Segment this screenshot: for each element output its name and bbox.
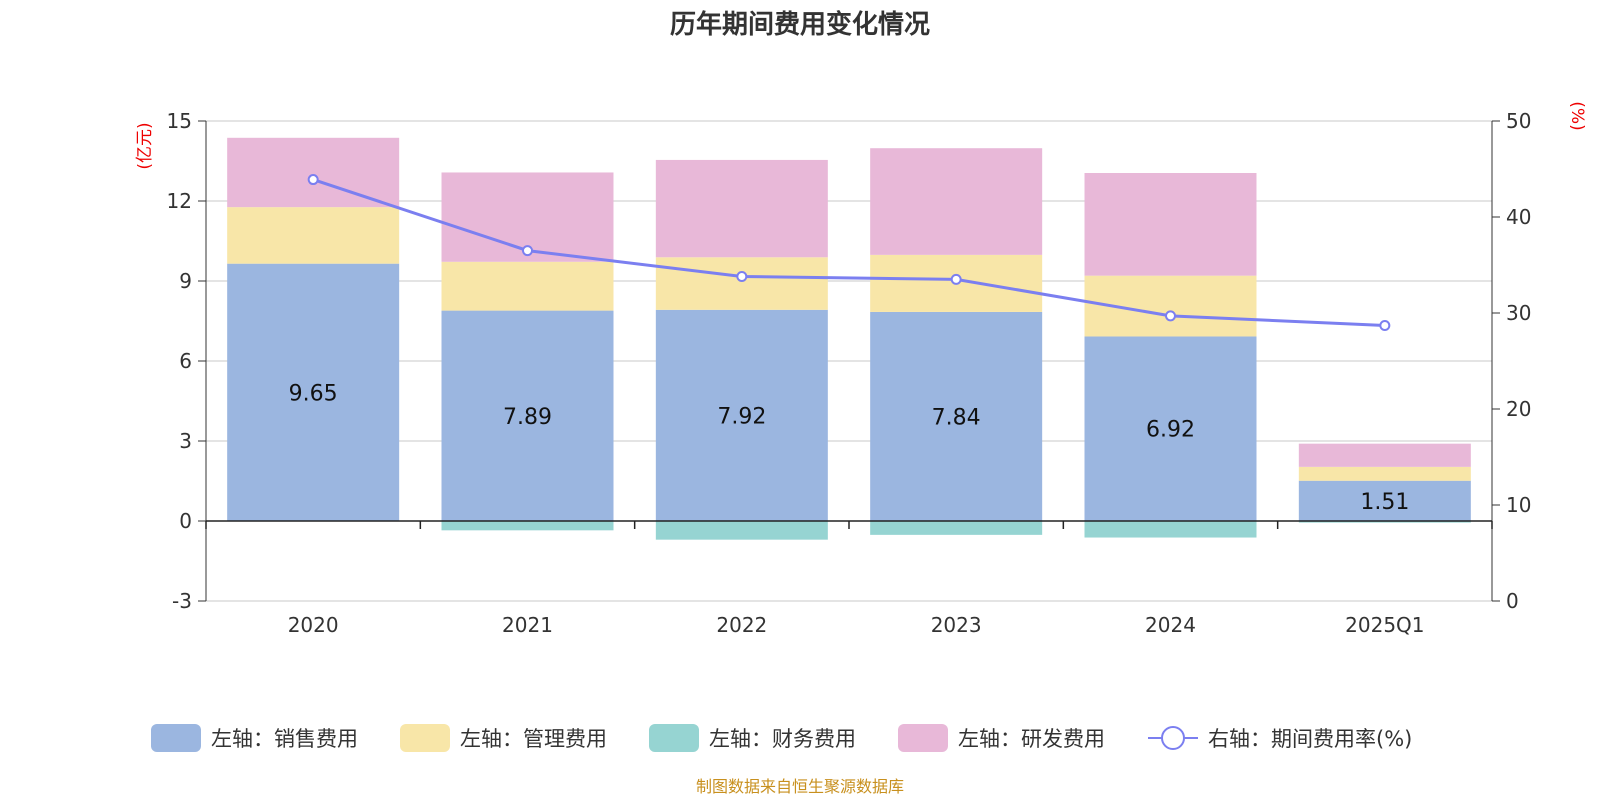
bar-segment bbox=[227, 207, 400, 264]
rate-point bbox=[950, 273, 962, 285]
rate-point bbox=[1379, 319, 1391, 331]
legend-swatch bbox=[649, 724, 699, 752]
rate-point bbox=[522, 245, 533, 257]
bar-data-label: 6.92 bbox=[1146, 418, 1195, 443]
left-tick-label: 3 bbox=[179, 429, 192, 453]
bar-segment bbox=[441, 310, 614, 521]
right-tick-label: 10 bbox=[1506, 493, 1531, 517]
right-tick-label: 30 bbox=[1506, 301, 1531, 325]
bar-segment bbox=[655, 159, 828, 258]
legend-label: 左轴：研发费用 bbox=[958, 727, 1105, 751]
rate-point bbox=[1165, 310, 1176, 322]
legend-swatch bbox=[400, 724, 450, 752]
right-tick-label: 40 bbox=[1506, 205, 1531, 229]
category-label: 2020 bbox=[288, 613, 339, 637]
left-tick-label: 12 bbox=[167, 189, 192, 213]
category-label: 2023 bbox=[931, 613, 982, 637]
legend-label: 右轴：期间费用率(%) bbox=[1208, 727, 1412, 751]
bar-segment bbox=[1084, 521, 1257, 538]
bar-data-label: 1.51 bbox=[1360, 490, 1409, 515]
bar-segment bbox=[441, 261, 614, 311]
legend: 左轴：销售费用 左轴：管理费用 左轴：财务费用 左轴：研发费用 右轴：期间费用率(%) bbox=[151, 724, 1412, 752]
bar-data-label: 9.65 bbox=[289, 381, 338, 406]
rate-point bbox=[736, 271, 748, 283]
bar-segment bbox=[655, 309, 828, 521]
bar-segment bbox=[1298, 480, 1471, 521]
legend-line-marker bbox=[1161, 726, 1185, 750]
bar-segment bbox=[1298, 466, 1471, 481]
legend-label: 左轴：销售费用 bbox=[211, 727, 358, 751]
legend-label: 左轴：财务费用 bbox=[709, 727, 856, 751]
grid bbox=[206, 120, 1492, 602]
left-tick-label: -3 bbox=[172, 589, 192, 613]
bar-segment bbox=[1298, 443, 1471, 467]
bar-data-label: 7.92 bbox=[717, 404, 766, 429]
left-tick-label: 15 bbox=[167, 109, 192, 133]
legend-swatch bbox=[898, 724, 948, 752]
bar-data-label: 7.84 bbox=[932, 405, 981, 430]
bars bbox=[227, 137, 1471, 540]
bar-segment bbox=[1084, 336, 1257, 521]
right-axis-unit: (%) bbox=[1567, 101, 1587, 130]
bar-segment bbox=[655, 521, 828, 540]
legend-swatch bbox=[151, 724, 201, 752]
left-axis-unit: (亿元) bbox=[135, 122, 155, 169]
axes: -3 0 3 6 9 12 15 0 10 20 30 40 50 2020 2021 2022 2023 202… bbox=[167, 109, 1532, 637]
bar-segment bbox=[655, 257, 828, 310]
chart-title: 历年期间费用变化情况 bbox=[670, 9, 930, 40]
rate-point bbox=[307, 174, 319, 186]
left-tick-label: 6 bbox=[179, 349, 192, 373]
category-label: 2022 bbox=[716, 613, 767, 637]
right-tick-label: 50 bbox=[1506, 109, 1531, 133]
rate-line bbox=[307, 174, 1391, 331]
bar-segment bbox=[441, 521, 614, 531]
bar-data-label: 7.89 bbox=[503, 405, 552, 430]
rate-line-path bbox=[312, 178, 1385, 327]
source-note: 制图数据来自恒生聚源数据库 bbox=[696, 777, 904, 796]
bar-segment bbox=[227, 263, 400, 521]
left-tick-label: 9 bbox=[179, 269, 192, 293]
right-tick-label: 0 bbox=[1506, 589, 1519, 613]
bar-segment bbox=[870, 311, 1043, 521]
bar-segment bbox=[870, 148, 1043, 255]
bar-segment bbox=[1084, 173, 1257, 276]
data-labels: 9.65 7.89 7.92 7.84 6.92 1.51 bbox=[289, 381, 1410, 515]
category-label: 2021 bbox=[502, 613, 553, 637]
bar-segment bbox=[1298, 521, 1471, 523]
left-tick-label: 0 bbox=[179, 509, 192, 533]
right-tick-label: 20 bbox=[1506, 397, 1531, 421]
category-label: 2025Q1 bbox=[1345, 613, 1424, 637]
bar-segment bbox=[227, 137, 400, 208]
category-label: 2024 bbox=[1145, 613, 1196, 637]
bar-segment bbox=[870, 521, 1043, 535]
legend-label: 左轴：管理费用 bbox=[460, 727, 607, 751]
